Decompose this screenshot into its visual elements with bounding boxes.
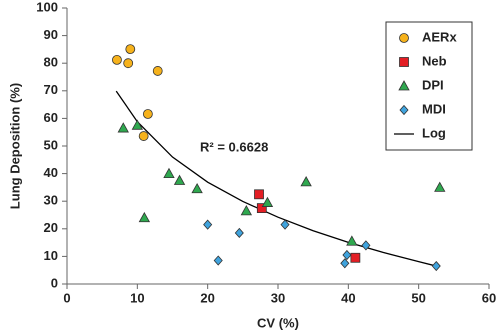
point-circle (123, 58, 134, 69)
x-axis-label: CV (%) (257, 315, 299, 330)
y-tick-label: 70 (44, 82, 58, 97)
point-diamond (340, 258, 350, 269)
point-triangle (191, 182, 203, 194)
point-diamond (399, 104, 409, 116)
x-tick-label: 10 (130, 290, 144, 305)
y-tick-label: 20 (44, 220, 58, 235)
legend-box (385, 21, 473, 151)
legend-label: Neb (422, 53, 447, 68)
point-triangle (300, 176, 312, 187)
x-tick-label: 50 (411, 290, 425, 305)
trend-line (115, 90, 437, 267)
point-triangle (434, 181, 446, 192)
x-tick-label: 40 (341, 290, 355, 305)
x-tick-label: 60 (482, 290, 496, 305)
x-tick-label: 0 (63, 290, 70, 305)
legend-label: DPI (422, 77, 444, 92)
point-diamond (203, 219, 213, 230)
point-square (254, 189, 264, 200)
point-diamond (361, 240, 371, 251)
point-circle (138, 131, 149, 141)
point-circle (152, 66, 163, 76)
point-square (399, 57, 409, 67)
point-triangle (131, 119, 144, 130)
legend-label: AERx (422, 29, 457, 44)
x-tick-label: 20 (200, 290, 214, 305)
legend-label: Log (422, 125, 446, 140)
legend-label: MDI (422, 101, 446, 116)
y-tick-label: 100 (36, 0, 58, 14)
point-diamond (213, 255, 223, 266)
point-square (256, 203, 267, 214)
y-tick-label: 90 (44, 27, 58, 42)
annotation: R² = 0.6628 (200, 139, 268, 154)
point-circle (112, 54, 122, 65)
point-diamond (431, 260, 441, 272)
point-circle (125, 44, 136, 55)
point-triangle (117, 122, 129, 133)
x-tick-label: 30 (271, 290, 285, 305)
point-triangle (261, 196, 274, 207)
y-tick-label: 60 (44, 110, 58, 125)
point-triangle (346, 235, 358, 246)
y-axis-label: Lung Deposition (%) (7, 83, 22, 209)
y-tick-label: 10 (44, 248, 58, 263)
point-diamond (280, 219, 290, 230)
point-triangle (240, 205, 253, 216)
point-circle (399, 33, 409, 43)
point-diamond (342, 249, 352, 261)
point-triangle (173, 174, 186, 185)
point-triangle (163, 167, 175, 179)
point-triangle (398, 80, 410, 91)
point-circle (142, 109, 153, 119)
y-tick-label: 0 (51, 275, 58, 290)
point-triangle (138, 211, 151, 223)
y-tick-label: 50 (44, 137, 58, 152)
point-square (350, 252, 361, 263)
point-diamond (234, 227, 244, 239)
y-tick-label: 30 (44, 193, 58, 208)
y-tick-label: 40 (44, 165, 58, 180)
y-tick-label: 80 (44, 55, 58, 70)
